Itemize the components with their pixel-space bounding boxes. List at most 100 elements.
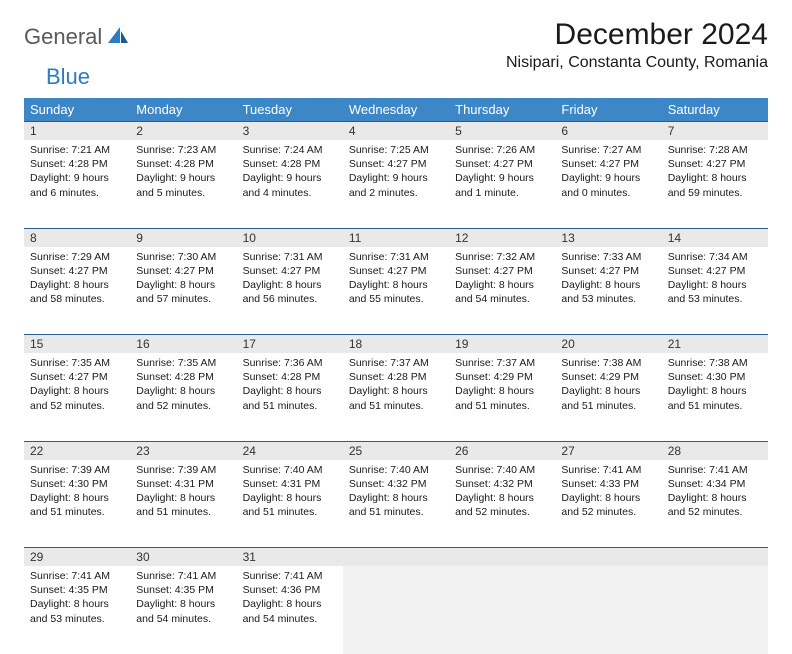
day-number-cell: 15	[24, 335, 130, 354]
daylight-line: Daylight: 8 hours and 53 minutes.	[668, 278, 762, 306]
day-number-cell: 29	[24, 548, 130, 567]
day-content-cell: Sunrise: 7:27 AMSunset: 4:27 PMDaylight:…	[555, 140, 661, 228]
daylight-line: Daylight: 9 hours and 5 minutes.	[136, 171, 230, 199]
day-content-cell: Sunrise: 7:38 AMSunset: 4:29 PMDaylight:…	[555, 353, 661, 441]
day-number-cell: 25	[343, 441, 449, 460]
day-number-row: 15161718192021	[24, 335, 768, 354]
sunrise-line: Sunrise: 7:40 AM	[455, 463, 549, 477]
day-content-cell: Sunrise: 7:41 AMSunset: 4:34 PMDaylight:…	[662, 460, 768, 548]
day-header: Saturday	[662, 98, 768, 122]
sunset-line: Sunset: 4:27 PM	[668, 264, 762, 278]
daylight-line: Daylight: 8 hours and 55 minutes.	[349, 278, 443, 306]
sunset-line: Sunset: 4:27 PM	[561, 157, 655, 171]
sunset-line: Sunset: 4:27 PM	[30, 264, 124, 278]
sunset-line: Sunset: 4:27 PM	[30, 370, 124, 384]
sunrise-line: Sunrise: 7:32 AM	[455, 250, 549, 264]
daylight-line: Daylight: 8 hours and 53 minutes.	[561, 278, 655, 306]
daylight-line: Daylight: 8 hours and 51 minutes.	[243, 491, 337, 519]
daylight-line: Daylight: 9 hours and 2 minutes.	[349, 171, 443, 199]
sunset-line: Sunset: 4:27 PM	[561, 264, 655, 278]
day-content-cell: Sunrise: 7:40 AMSunset: 4:32 PMDaylight:…	[449, 460, 555, 548]
sunset-line: Sunset: 4:28 PM	[30, 157, 124, 171]
day-number-cell: 2	[130, 122, 236, 141]
day-content-cell: Sunrise: 7:40 AMSunset: 4:31 PMDaylight:…	[237, 460, 343, 548]
calendar-table: Sunday Monday Tuesday Wednesday Thursday…	[24, 98, 768, 654]
sunrise-line: Sunrise: 7:38 AM	[561, 356, 655, 370]
day-number-row: 293031	[24, 548, 768, 567]
day-content-row: Sunrise: 7:21 AMSunset: 4:28 PMDaylight:…	[24, 140, 768, 228]
sunset-line: Sunset: 4:35 PM	[30, 583, 124, 597]
day-number-cell: 6	[555, 122, 661, 141]
day-header: Tuesday	[237, 98, 343, 122]
sunset-line: Sunset: 4:28 PM	[136, 370, 230, 384]
day-content-row: Sunrise: 7:41 AMSunset: 4:35 PMDaylight:…	[24, 566, 768, 654]
day-number-cell: 14	[662, 228, 768, 247]
sunset-line: Sunset: 4:27 PM	[243, 264, 337, 278]
sunrise-line: Sunrise: 7:38 AM	[668, 356, 762, 370]
sunrise-line: Sunrise: 7:35 AM	[30, 356, 124, 370]
sunset-line: Sunset: 4:27 PM	[455, 157, 549, 171]
day-number-cell: 1	[24, 122, 130, 141]
day-number-cell	[662, 548, 768, 567]
day-content-cell: Sunrise: 7:37 AMSunset: 4:28 PMDaylight:…	[343, 353, 449, 441]
sunrise-line: Sunrise: 7:25 AM	[349, 143, 443, 157]
day-number-cell: 17	[237, 335, 343, 354]
sunset-line: Sunset: 4:27 PM	[668, 157, 762, 171]
sunset-line: Sunset: 4:34 PM	[668, 477, 762, 491]
day-content-cell: Sunrise: 7:41 AMSunset: 4:36 PMDaylight:…	[237, 566, 343, 654]
sunrise-line: Sunrise: 7:26 AM	[455, 143, 549, 157]
sunset-line: Sunset: 4:30 PM	[30, 477, 124, 491]
sunrise-line: Sunrise: 7:37 AM	[455, 356, 549, 370]
sunset-line: Sunset: 4:35 PM	[136, 583, 230, 597]
daylight-line: Daylight: 8 hours and 52 minutes.	[668, 491, 762, 519]
day-content-cell: Sunrise: 7:41 AMSunset: 4:35 PMDaylight:…	[130, 566, 236, 654]
sunset-line: Sunset: 4:28 PM	[349, 370, 443, 384]
daylight-line: Daylight: 8 hours and 51 minutes.	[349, 491, 443, 519]
sunset-line: Sunset: 4:27 PM	[349, 157, 443, 171]
day-number-cell: 10	[237, 228, 343, 247]
day-content-cell: Sunrise: 7:35 AMSunset: 4:28 PMDaylight:…	[130, 353, 236, 441]
day-header: Friday	[555, 98, 661, 122]
day-header-row: Sunday Monday Tuesday Wednesday Thursday…	[24, 98, 768, 122]
day-content-cell: Sunrise: 7:39 AMSunset: 4:31 PMDaylight:…	[130, 460, 236, 548]
daylight-line: Daylight: 8 hours and 57 minutes.	[136, 278, 230, 306]
sunrise-line: Sunrise: 7:37 AM	[349, 356, 443, 370]
day-number-cell: 31	[237, 548, 343, 567]
daylight-line: Daylight: 8 hours and 52 minutes.	[30, 384, 124, 412]
day-number-cell	[555, 548, 661, 567]
sunset-line: Sunset: 4:30 PM	[668, 370, 762, 384]
day-content-cell: Sunrise: 7:36 AMSunset: 4:28 PMDaylight:…	[237, 353, 343, 441]
sunrise-line: Sunrise: 7:40 AM	[349, 463, 443, 477]
day-content-cell	[662, 566, 768, 654]
sunrise-line: Sunrise: 7:41 AM	[30, 569, 124, 583]
day-content-cell: Sunrise: 7:24 AMSunset: 4:28 PMDaylight:…	[237, 140, 343, 228]
day-content-cell	[555, 566, 661, 654]
day-content-cell: Sunrise: 7:41 AMSunset: 4:33 PMDaylight:…	[555, 460, 661, 548]
sunset-line: Sunset: 4:28 PM	[243, 157, 337, 171]
sunrise-line: Sunrise: 7:36 AM	[243, 356, 337, 370]
sunset-line: Sunset: 4:32 PM	[455, 477, 549, 491]
day-number-cell	[449, 548, 555, 567]
day-number-cell: 27	[555, 441, 661, 460]
daylight-line: Daylight: 8 hours and 51 minutes.	[668, 384, 762, 412]
daylight-line: Daylight: 8 hours and 51 minutes.	[349, 384, 443, 412]
day-content-cell: Sunrise: 7:35 AMSunset: 4:27 PMDaylight:…	[24, 353, 130, 441]
day-number-cell	[343, 548, 449, 567]
sunrise-line: Sunrise: 7:35 AM	[136, 356, 230, 370]
sunrise-line: Sunrise: 7:31 AM	[349, 250, 443, 264]
day-content-cell: Sunrise: 7:38 AMSunset: 4:30 PMDaylight:…	[662, 353, 768, 441]
sunrise-line: Sunrise: 7:21 AM	[30, 143, 124, 157]
day-number-row: 1234567	[24, 122, 768, 141]
daylight-line: Daylight: 8 hours and 52 minutes.	[136, 384, 230, 412]
logo-text-general: General	[24, 24, 102, 50]
title-block: December 2024 Nisipari, Constanta County…	[506, 18, 768, 72]
day-content-cell: Sunrise: 7:21 AMSunset: 4:28 PMDaylight:…	[24, 140, 130, 228]
sunset-line: Sunset: 4:31 PM	[136, 477, 230, 491]
day-content-cell: Sunrise: 7:37 AMSunset: 4:29 PMDaylight:…	[449, 353, 555, 441]
day-number-cell: 11	[343, 228, 449, 247]
sunrise-line: Sunrise: 7:34 AM	[668, 250, 762, 264]
day-content-cell: Sunrise: 7:40 AMSunset: 4:32 PMDaylight:…	[343, 460, 449, 548]
location: Nisipari, Constanta County, Romania	[506, 54, 768, 72]
day-content-cell: Sunrise: 7:34 AMSunset: 4:27 PMDaylight:…	[662, 247, 768, 335]
day-content-cell: Sunrise: 7:31 AMSunset: 4:27 PMDaylight:…	[343, 247, 449, 335]
